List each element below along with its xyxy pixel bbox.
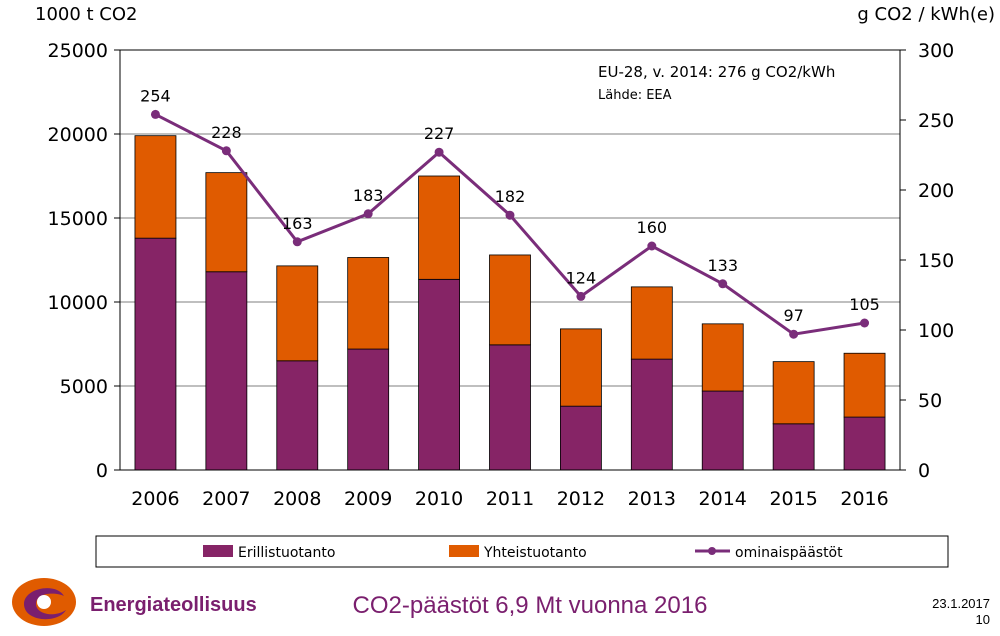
footer-date: 23.1.2017 [932,596,990,611]
bar-yhteistuotanto [418,175,460,280]
x-tick-label: 2016 [840,488,888,510]
bar-yhteistuotanto [843,352,886,418]
line-point [150,109,160,119]
left-tick-label: 5000 [60,376,108,398]
x-tick-label: 2008 [273,488,321,510]
right-tick-label: 300 [918,40,954,62]
data-label: 227 [424,124,455,143]
bar-erillistuotanto [630,358,673,471]
x-tick-label: 2007 [202,488,250,510]
bar-erillistuotanto [560,405,602,471]
x-tick-label: 2009 [344,488,392,510]
line-point [221,146,231,156]
right-tick-label: 200 [918,180,954,202]
legend-label-ominaispaastot: ominaispäästöt [735,545,843,561]
data-label: 163 [282,214,313,233]
left-axis-label: 1000 t CO2 [35,4,138,25]
right-tick-label: 0 [918,460,930,482]
x-tick-label: 2011 [486,488,534,510]
data-label: 228 [211,123,242,142]
data-label: 124 [566,268,597,287]
legend-swatch-erillistuotanto [203,545,233,557]
bar-erillistuotanto [772,423,815,471]
line-point [363,209,373,219]
page-number: 10 [975,612,990,627]
right-tick-label: 150 [918,250,954,272]
bar-yhteistuotanto [489,254,531,346]
bar-erillistuotanto [701,390,744,471]
bar-yhteistuotanto [630,286,673,360]
right-tick-label: 50 [918,390,942,412]
bar-yhteistuotanto [205,172,248,273]
data-label: 254 [140,86,171,105]
line-point [292,237,302,247]
plot-frame [119,49,901,471]
line-point [789,329,799,339]
line-point [505,210,515,220]
bar-erillistuotanto [205,271,248,471]
data-label: 183 [353,186,384,205]
legend-swatch-marker [708,547,716,555]
bar-yhteistuotanto [701,323,744,392]
source-text: Lähde: EEA [598,88,672,103]
bar-erillistuotanto [418,278,460,471]
annotation-text: EU-28, v. 2014: 276 g CO2/kWh [598,63,835,81]
bar-erillistuotanto [134,237,177,471]
line-point [434,147,444,157]
logo: Energiateollisuus [6,574,257,630]
left-tick-label: 10000 [48,292,108,314]
left-tick-label: 20000 [48,124,108,146]
data-label: 97 [783,306,803,325]
right-axis-label: g CO2 / kWh(e) [857,4,995,25]
x-tick-label: 2010 [415,488,463,510]
left-tick-label: 15000 [48,208,108,230]
right-tick-label: 250 [918,110,954,132]
legend-swatch-yhteistuotanto [449,545,479,557]
bar-erillistuotanto [489,344,531,471]
line-point [576,291,586,301]
left-tick-label: 0 [96,460,108,482]
legend: Erillistuotanto Yhteistuotanto ominaispä… [95,535,949,568]
bar-yhteistuotanto [560,328,602,407]
logo-text: Energiateollisuus [90,594,257,616]
legend-label-yhteistuotanto: Yhteistuotanto [483,545,587,561]
line-point [718,279,728,289]
bar-yhteistuotanto [772,361,815,425]
page-title: CO2-päästöt 6,9 Mt vuonna 2016 [352,592,708,619]
data-label: 160 [637,218,668,237]
right-tick-label: 100 [918,320,954,342]
legend-box [95,535,949,568]
bar-erillistuotanto [276,360,319,471]
logo-icon [12,578,76,626]
data-label: 105 [849,295,880,314]
line-point [647,241,657,251]
legend-label-erillistuotanto: Erillistuotanto [238,545,335,561]
line-point [860,318,870,328]
data-label: 133 [707,256,738,275]
bar-yhteistuotanto [347,257,390,350]
x-tick-label: 2015 [769,488,817,510]
data-label: 182 [495,187,526,206]
x-tick-label: 2012 [557,488,605,510]
x-tick-label: 2006 [131,488,179,510]
bar-yhteistuotanto [276,265,319,362]
x-tick-label: 2013 [628,488,676,510]
bar-erillistuotanto [843,416,886,471]
x-tick-label: 2014 [699,488,747,510]
bar-erillistuotanto [347,348,390,471]
bar-yhteistuotanto [134,135,177,239]
left-tick-label: 25000 [48,40,108,62]
